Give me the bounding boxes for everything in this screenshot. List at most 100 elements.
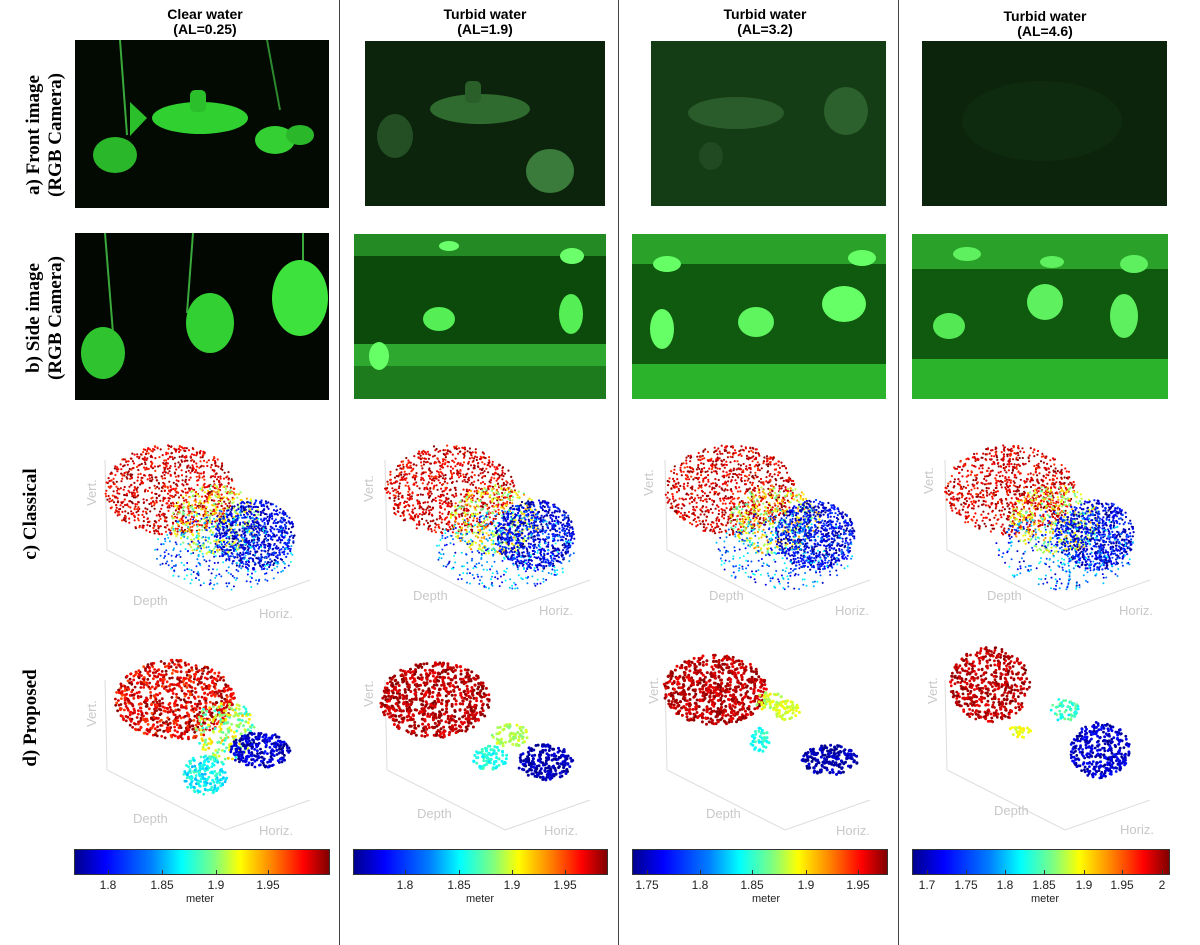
colorbar-tick-label: 1.85 bbox=[150, 878, 174, 892]
row-label-a-line1: a) Front image bbox=[23, 75, 44, 195]
colorbar-tick-label: 1.75 bbox=[635, 878, 659, 892]
classical-cloud-al46 bbox=[944, 444, 1151, 611]
colorbar-tick-label: 1.8 bbox=[99, 878, 117, 892]
classical-cloud-al19 bbox=[384, 444, 591, 611]
row-label-b-line1: b) Side image bbox=[23, 263, 44, 373]
colorbar-tickmark bbox=[1122, 870, 1123, 874]
colorbar-tick-label: 1.8 bbox=[996, 878, 1014, 892]
colorbar-tick-label: 1.95 bbox=[846, 878, 870, 892]
colorbar-tickmark bbox=[405, 870, 406, 874]
axis-label-horiz: Horiz. bbox=[259, 823, 293, 838]
row-label-c-line1: c) Classical bbox=[20, 468, 41, 560]
front-image-clear bbox=[75, 40, 329, 208]
axis-label-depth: Depth bbox=[706, 806, 741, 821]
colorbar-tickmark bbox=[806, 870, 807, 874]
classical-cloud-al32 bbox=[664, 444, 871, 611]
colorbar-tickmark bbox=[927, 870, 928, 874]
colorbar-tickmark bbox=[512, 870, 513, 874]
axis-label-depth: Depth bbox=[133, 593, 168, 608]
axis-label-depth: Depth bbox=[413, 588, 448, 603]
colorbar-tick-label: 1.9 bbox=[207, 878, 225, 892]
colorbar-al32 bbox=[632, 849, 888, 875]
column-separator-3 bbox=[898, 0, 899, 945]
colorbar-tickmark bbox=[459, 870, 460, 874]
cloud-axis-box bbox=[944, 679, 1151, 831]
side-image-clear bbox=[75, 233, 329, 400]
row-label-a-line2: (RGB Camera) bbox=[45, 73, 66, 197]
column-separator-2 bbox=[618, 0, 619, 945]
proposed-cloud-clear bbox=[104, 658, 311, 831]
colorbar-unit-label: meter bbox=[751, 893, 781, 905]
colorbar-tickmark bbox=[1044, 870, 1045, 874]
colorbar-tickmark bbox=[216, 870, 217, 874]
axis-label-horiz: Horiz. bbox=[835, 603, 869, 618]
column-title-1: Clear water (AL=0.25) bbox=[80, 7, 330, 37]
colorbar-tick-label: 1.85 bbox=[1032, 878, 1056, 892]
colorbar-tick-label: 2 bbox=[1158, 878, 1166, 892]
colorbar-tickmark bbox=[268, 870, 269, 874]
colorbar-tick-label: 1.95 bbox=[553, 878, 577, 892]
axis-label-depth: Depth bbox=[987, 588, 1022, 603]
axis-label-vert: Vert. bbox=[925, 677, 940, 704]
axis-label-horiz: Horiz. bbox=[1120, 822, 1154, 837]
cloud-axis-box bbox=[664, 679, 871, 831]
colorbar-al19 bbox=[353, 849, 608, 875]
axis-label-horiz: Horiz. bbox=[1119, 603, 1153, 618]
column-title-4-name: Turbid water bbox=[1003, 8, 1087, 24]
colorbar-al46 bbox=[912, 849, 1170, 875]
front-image-al32 bbox=[651, 41, 886, 206]
colorbar-clear bbox=[74, 849, 330, 875]
colorbar-tick-label: 1.85 bbox=[447, 878, 471, 892]
proposed-cloud-al19 bbox=[379, 661, 591, 831]
column-title-3-al: (AL=3.2) bbox=[737, 21, 793, 37]
axis-label-depth: Depth bbox=[994, 803, 1029, 818]
colorbar-tickmark bbox=[647, 870, 648, 874]
side-image-al32 bbox=[632, 234, 886, 399]
axis-label-horiz: Horiz. bbox=[539, 603, 573, 618]
column-separator-1 bbox=[339, 0, 340, 945]
axis-label-vert: Vert. bbox=[641, 469, 656, 496]
axis-label-vert: Vert. bbox=[921, 467, 936, 494]
colorbar-tick-label: 1.9 bbox=[1075, 878, 1093, 892]
colorbar-tickmark bbox=[108, 870, 109, 874]
colorbar-unit-label: meter bbox=[185, 893, 215, 905]
cloud-axis-box bbox=[944, 459, 1151, 611]
colorbar-tick-label: 1.95 bbox=[1110, 878, 1134, 892]
row-label-d-line1: d) Proposed bbox=[20, 669, 41, 767]
colorbar-tickmark bbox=[966, 870, 967, 874]
colorbar-tick-label: 1.85 bbox=[740, 878, 764, 892]
column-title-4-al: (AL=4.6) bbox=[1017, 23, 1073, 39]
column-title-3: Turbid water (AL=3.2) bbox=[640, 7, 890, 37]
axis-label-depth: Depth bbox=[709, 588, 744, 603]
axis-label-vert: Vert. bbox=[361, 475, 376, 502]
row-label-classical: c) Classical bbox=[20, 449, 42, 579]
axis-label-depth: Depth bbox=[133, 811, 168, 826]
axis-label-vert: Vert. bbox=[84, 700, 99, 727]
row-label-side-image: b) Side image (RGB Camera) bbox=[23, 218, 67, 418]
colorbar-unit-label: meter bbox=[1030, 893, 1060, 905]
front-image-al46 bbox=[922, 41, 1167, 206]
row-label-front-image: a) Front image (RGB Camera) bbox=[23, 35, 67, 235]
axis-label-vert: Vert. bbox=[84, 479, 99, 506]
column-title-4: Turbid water (AL=4.6) bbox=[920, 9, 1170, 39]
cloud-axis-box bbox=[664, 459, 871, 611]
colorbar-tick-label: 1.9 bbox=[797, 878, 815, 892]
colorbar-tick-label: 1.7 bbox=[918, 878, 936, 892]
colorbar-tick-label: 1.75 bbox=[954, 878, 978, 892]
column-title-2: Turbid water (AL=1.9) bbox=[360, 7, 610, 37]
column-title-1-al: (AL=0.25) bbox=[173, 21, 237, 37]
column-title-3-name: Turbid water bbox=[723, 6, 807, 22]
cloud-axis-box bbox=[104, 459, 311, 611]
axis-label-horiz: Horiz. bbox=[259, 606, 293, 621]
colorbar-unit-label: meter bbox=[465, 893, 495, 905]
cloud-axis-box bbox=[384, 679, 591, 831]
column-title-1-name: Clear water bbox=[167, 6, 243, 22]
colorbar-tickmark bbox=[565, 870, 566, 874]
colorbar-tick-label: 1.8 bbox=[691, 878, 709, 892]
colorbar-tick-label: 1.9 bbox=[503, 878, 521, 892]
column-title-2-name: Turbid water bbox=[443, 6, 527, 22]
colorbar-tickmark bbox=[858, 870, 859, 874]
classical-cloud-clear bbox=[104, 444, 311, 611]
colorbar-tick-label: 1.8 bbox=[396, 878, 414, 892]
proposed-cloud-al32 bbox=[662, 653, 871, 831]
